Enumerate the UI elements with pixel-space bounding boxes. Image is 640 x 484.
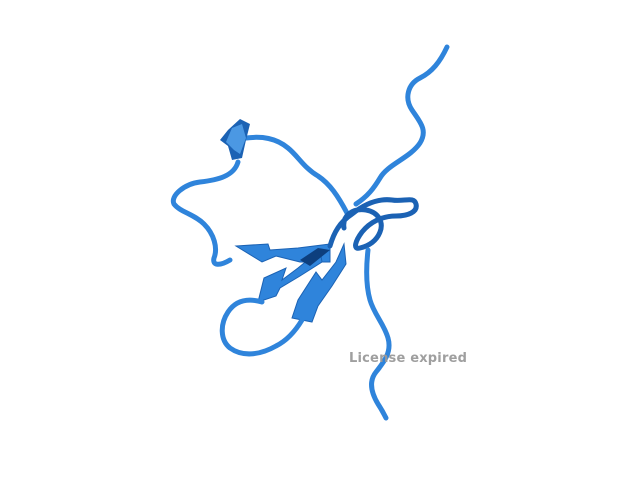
coil-left-side: [170, 159, 241, 267]
coil-upper-loop: [243, 134, 350, 216]
sheet-shadow: [300, 248, 330, 266]
beta-strand-3: [291, 242, 347, 323]
helix-turn-face: [226, 124, 246, 154]
coil-lower-loop: [219, 297, 305, 357]
coil-knot: [327, 197, 419, 251]
coil-tail-bottom: [364, 247, 392, 421]
coil-tail-top: [353, 44, 450, 207]
license-watermark: License expired: [349, 351, 468, 366]
